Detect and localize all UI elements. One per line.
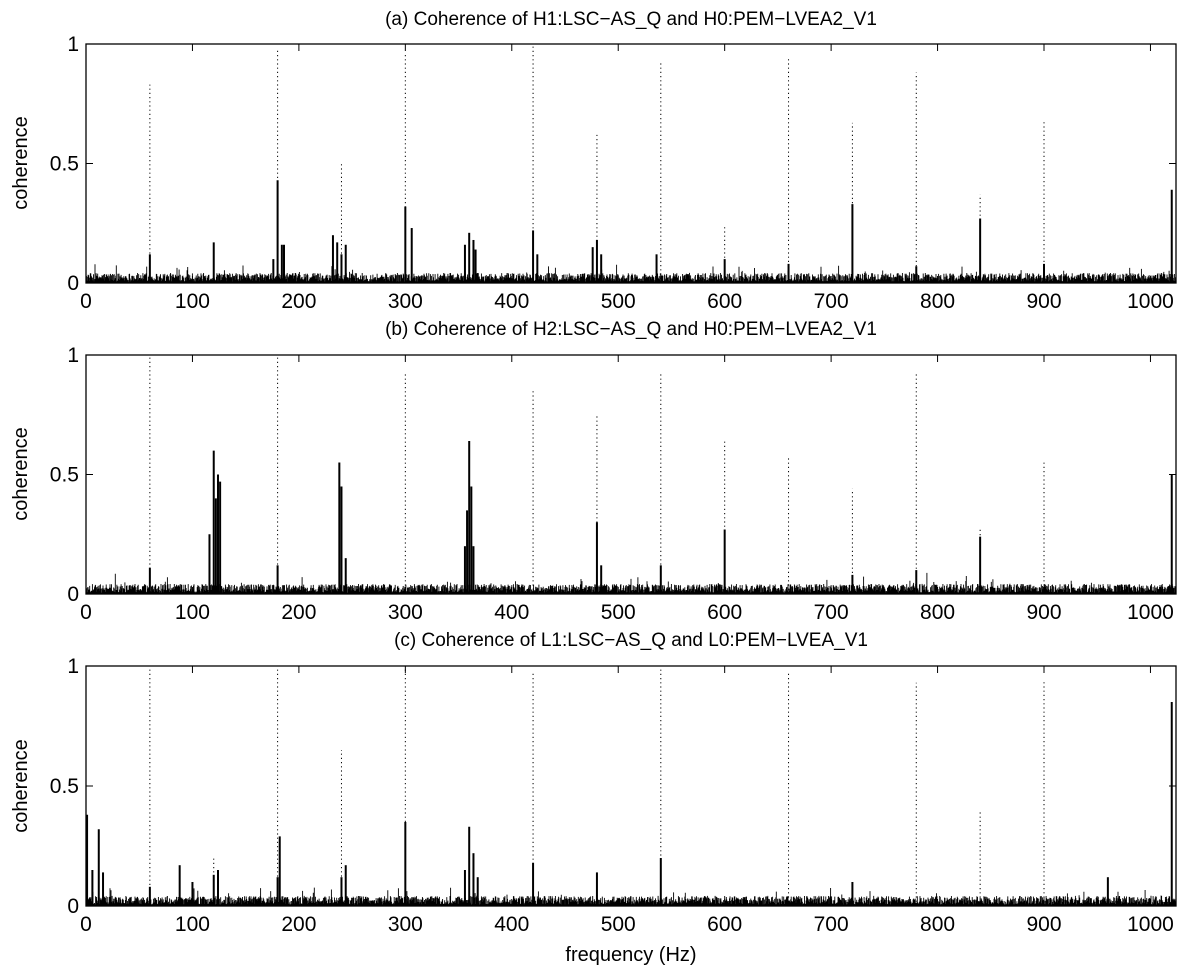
panel-c-xtick-label: 100 (175, 913, 210, 936)
panel-c-xtick-label: 800 (920, 913, 955, 936)
panel-b: (b) Coherence of H2:LSC−AS_Q and H0:PEM−… (10, 319, 1177, 624)
panel-a-xtick-label: 900 (1026, 290, 1061, 313)
panel-c-xtick-label: 200 (281, 913, 316, 936)
panel-b-ylabel: coherence (10, 427, 32, 520)
panel-a-xtick-label: 0 (80, 290, 92, 313)
panel-a-xtick-label: 500 (601, 290, 636, 313)
panel-b-ytick-label: 0 (67, 583, 79, 606)
panel-b-xtick-label: 500 (601, 601, 636, 624)
panel-c-xtick-label: 700 (814, 913, 849, 936)
panel-b-xtick-label: 600 (707, 601, 742, 624)
panel-c-ytick-label: 1 (67, 655, 79, 678)
panel-b-xtick-label: 700 (814, 601, 849, 624)
panel-a-xtick-label: 200 (281, 290, 316, 313)
panel-b-xtick-label: 900 (1026, 601, 1061, 624)
panel-b-xtick-label: 0 (80, 601, 92, 624)
panel-b-xtick-label: 200 (281, 601, 316, 624)
panel-a-xtick-label: 700 (814, 290, 849, 313)
panel-a-xtick-label: 1000 (1127, 290, 1174, 313)
panel-a-xtick-label: 800 (920, 290, 955, 313)
panel-b-xtick-label: 300 (388, 601, 423, 624)
panel-b-ticks: 0 100 200 300 400 500 600 700 800 900 1000 0 0.5 1 (50, 344, 1176, 624)
panel-a-ylabel: coherence (10, 116, 32, 209)
panel-c-title: (c) Coherence of L1:LSC−AS_Q and L0:PEM−… (394, 630, 868, 651)
panel-a-ytick-label: 1 (67, 33, 79, 56)
panel-c-ylabel: coherence (10, 739, 32, 832)
panel-c: (c) Coherence of L1:LSC−AS_Q and L0:PEM−… (10, 630, 1177, 966)
panel-b-peak-series (148, 441, 1173, 594)
panel-c-xtick-label: 600 (707, 913, 742, 936)
panel-c-xtick-label: 500 (601, 913, 636, 936)
panel-a-xtick-label: 300 (388, 290, 423, 313)
panel-c-xtick-label: 300 (388, 913, 423, 936)
panel-a-xtick-label: 100 (175, 290, 210, 313)
panel-c-ytick-label: 0 (67, 895, 79, 918)
panel-b-xtick-label: 1000 (1127, 601, 1174, 624)
panel-a: (a) Coherence of H1:LSC−AS_Q and H0:PEM−… (10, 9, 1177, 313)
panel-a-xtick-label: 400 (494, 290, 529, 313)
panel-a-title: (a) Coherence of H1:LSC−AS_Q and H0:PEM−… (385, 9, 877, 30)
panel-b-ytick-label: 1 (67, 344, 79, 367)
panel-a-peak-series (148, 180, 1173, 283)
panel-c-xtick-label: 900 (1026, 913, 1061, 936)
panel-b-xtick-label: 100 (175, 601, 210, 624)
panel-c-ytick-label: 0.5 (50, 775, 79, 798)
panel-c-ticks: 0 100 200 300 400 500 600 700 800 900 1000 0 0.5 1 (50, 655, 1176, 936)
panel-a-ytick-label: 0.5 (50, 153, 79, 176)
panel-c-peak-series (86, 702, 1173, 906)
panel-a-xtick-label: 600 (707, 290, 742, 313)
panel-c-xlabel: frequency (Hz) (565, 944, 696, 966)
panel-c-xtick-label: 0 (80, 913, 92, 936)
panel-b-xtick-label: 800 (920, 601, 955, 624)
panel-b-xtick-label: 400 (494, 601, 529, 624)
panel-a-ytick-label: 0 (67, 272, 79, 295)
panel-c-xtick-label: 400 (494, 913, 529, 936)
panel-b-title: (b) Coherence of H2:LSC−AS_Q and H0:PEM−… (385, 319, 877, 340)
panel-a-ticks: 0 100 200 300 400 500 600 700 800 900 1000 0 0.5 1 (50, 33, 1176, 313)
panel-c-xtick-label: 1000 (1127, 913, 1174, 936)
panel-b-ytick-label: 0.5 (50, 464, 79, 487)
